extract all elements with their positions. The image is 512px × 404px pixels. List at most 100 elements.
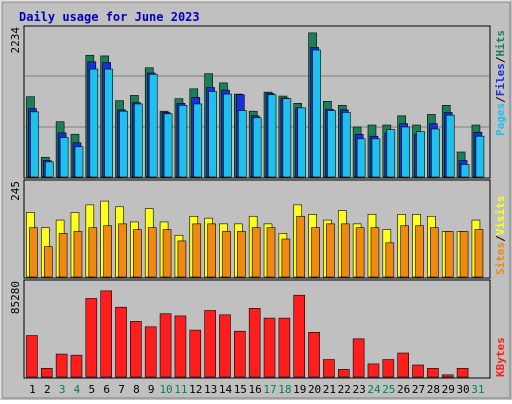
kbytes-bar-8 — [130, 321, 142, 378]
day-label-9: 9 — [148, 383, 155, 396]
kbytes-legend: KBytes — [494, 337, 507, 377]
sites-bar-26 — [400, 225, 409, 278]
day-label-27: 27 — [412, 383, 425, 396]
day-label-17: 17 — [263, 383, 276, 396]
kbytes-bar-29 — [441, 374, 454, 378]
kbytes-bar-13 — [204, 310, 216, 378]
sites-bar-28 — [430, 227, 439, 278]
pages-bar-19 — [297, 107, 307, 178]
kbytes-bar-7 — [115, 306, 127, 378]
day-label-14: 14 — [219, 383, 233, 396]
sites-bar-13 — [207, 223, 216, 278]
day-label-6: 6 — [103, 383, 110, 396]
kbytes-bar-11 — [174, 315, 187, 378]
kbytes-bars — [26, 290, 469, 378]
visits-y-max-label: 245 — [9, 181, 22, 201]
day-label-20: 20 — [308, 383, 321, 396]
pages-bar-1 — [30, 111, 39, 178]
day-label-4: 4 — [74, 383, 81, 396]
hits-y-max-label: 2234 — [9, 27, 22, 54]
pages-bar-22 — [341, 112, 351, 178]
pages-bar-17 — [267, 94, 277, 178]
pages-bar-26 — [401, 126, 410, 178]
legend-slash-1: / — [494, 96, 507, 103]
kbytes-bar-9 — [144, 326, 157, 378]
pages-bar-7 — [119, 110, 128, 178]
kbytes-bar-17 — [263, 317, 276, 378]
pages-bar-2 — [44, 161, 54, 178]
kbytes-bar-10 — [159, 313, 172, 378]
day-label-31: 31 — [471, 383, 484, 396]
sites-bar-16 — [251, 227, 261, 278]
pages-bar-28 — [431, 128, 440, 178]
day-label-11: 11 — [174, 383, 187, 396]
kbytes-bar-6 — [100, 290, 112, 378]
sites-bar-11 — [177, 240, 187, 278]
day-label-12: 12 — [189, 383, 202, 396]
sites-bar-9 — [147, 227, 157, 278]
day-labels: 1 2 3 4 5 6 7 8 9 10 11 12 13 14 15 16 17 18 19 20 21 22 23 24 2… — [29, 383, 484, 396]
kbytes-bar-5 — [85, 298, 98, 378]
pages-bar-12 — [193, 103, 203, 178]
sites-bar-23 — [355, 227, 365, 278]
sites-bar-14 — [222, 231, 231, 278]
pages-bar-30 — [460, 164, 470, 178]
pages-bar-13 — [208, 91, 217, 178]
kbytes-bar-21 — [323, 359, 335, 378]
sites-bar-29 — [444, 231, 454, 278]
pages-bar-6 — [104, 68, 113, 178]
sites-bar-15 — [237, 231, 246, 278]
sites-bar-6 — [103, 225, 112, 278]
day-label-3: 3 — [59, 383, 66, 396]
kbytes-bar-27 — [412, 364, 424, 378]
day-label-10: 10 — [159, 383, 172, 396]
kbytes-bar-25 — [382, 359, 395, 378]
sites-bar-3 — [58, 233, 68, 278]
kbytes-bar-12 — [189, 329, 202, 378]
kbytes-bar-4 — [70, 354, 83, 378]
day-label-24: 24 — [367, 383, 381, 396]
day-label-19: 19 — [293, 383, 306, 396]
pages-bar-31 — [475, 135, 485, 178]
legend-slash-2: / — [494, 56, 507, 63]
kbytes-bar-14 — [219, 314, 231, 378]
kbytes-bar-23 — [352, 338, 365, 378]
kbytes-bar-30 — [456, 367, 469, 378]
pages-bar-4 — [74, 146, 84, 178]
pages-bar-8 — [134, 103, 143, 178]
kbytes-bar-22 — [337, 369, 350, 378]
pages-bar-5 — [89, 68, 99, 178]
day-label-29: 29 — [442, 383, 455, 396]
legend-pages: Pages — [494, 103, 507, 136]
kbytes-bar-20 — [308, 331, 320, 378]
day-label-30: 30 — [456, 383, 469, 396]
day-label-2: 2 — [44, 383, 51, 396]
pages-bar-27 — [416, 131, 425, 178]
day-label-5: 5 — [89, 383, 96, 396]
chart-title: Daily usage for June 2023 — [19, 10, 200, 24]
pages-bar-20 — [312, 49, 321, 178]
pages-bar-14 — [223, 93, 232, 178]
day-label-26: 26 — [397, 383, 410, 396]
kbytes-bar-3 — [55, 353, 68, 378]
hits-files-pages-bars — [26, 32, 485, 178]
pages-bar-21 — [327, 110, 336, 178]
pages-bar-25 — [386, 129, 396, 178]
sites-bar-1 — [29, 227, 38, 278]
day-label-23: 23 — [353, 383, 366, 396]
pages-bar-29 — [445, 114, 455, 178]
kbytes-bar-18 — [278, 317, 291, 378]
day-label-13: 13 — [204, 383, 217, 396]
legend-files: Files — [494, 63, 507, 96]
pages-bar-3 — [59, 137, 69, 178]
legend-visits: Visits — [494, 196, 507, 236]
sites-bar-4 — [73, 231, 83, 278]
kbytes-bar-26 — [397, 352, 409, 378]
pages-bar-10 — [163, 113, 173, 178]
sites-bar-31 — [474, 229, 484, 278]
kbytes-bar-15 — [234, 330, 246, 378]
day-label-8: 8 — [133, 383, 140, 396]
pages-bar-16 — [252, 117, 262, 178]
sites-bar-12 — [192, 223, 202, 278]
visits-sites-bars — [26, 200, 484, 278]
